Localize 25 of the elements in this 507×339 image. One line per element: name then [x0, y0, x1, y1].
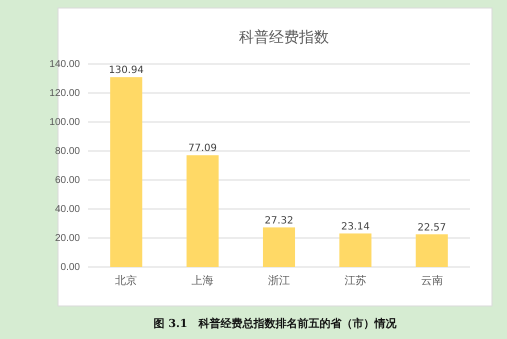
bar: [110, 77, 142, 267]
data-label: 22.57: [417, 222, 446, 234]
x-tick-label: 北京: [115, 274, 138, 287]
y-tick-label: 60.00: [54, 175, 80, 186]
y-tick-label: 140.00: [49, 59, 80, 70]
x-tick-label: 云南: [420, 274, 443, 287]
y-tick-label: 20.00: [54, 233, 80, 244]
caption: 图 3.1 科普经费总指数排名前五的省（市）情况: [154, 317, 398, 330]
bar: [416, 234, 448, 267]
bar: [339, 233, 372, 267]
chart-title: 科普经费指数: [239, 28, 329, 46]
bar: [186, 155, 219, 267]
data-label: 130.94: [108, 65, 144, 76]
y-tick-label: 0.00: [60, 262, 80, 274]
x-tick-label: 上海: [192, 274, 214, 287]
data-label: 77.09: [188, 143, 217, 154]
data-label: 27.32: [264, 215, 294, 226]
y-tick-label: 80.00: [54, 146, 80, 158]
y-tick-label: 100.00: [49, 117, 80, 128]
bar: [262, 227, 296, 267]
x-tick-label: 浙江: [268, 274, 290, 287]
x-tick-label: 江苏: [344, 274, 366, 287]
y-tick-label: 120.00: [49, 88, 80, 100]
data-label: 23.14: [341, 221, 370, 232]
y-tick-label: 40.00: [54, 204, 80, 216]
